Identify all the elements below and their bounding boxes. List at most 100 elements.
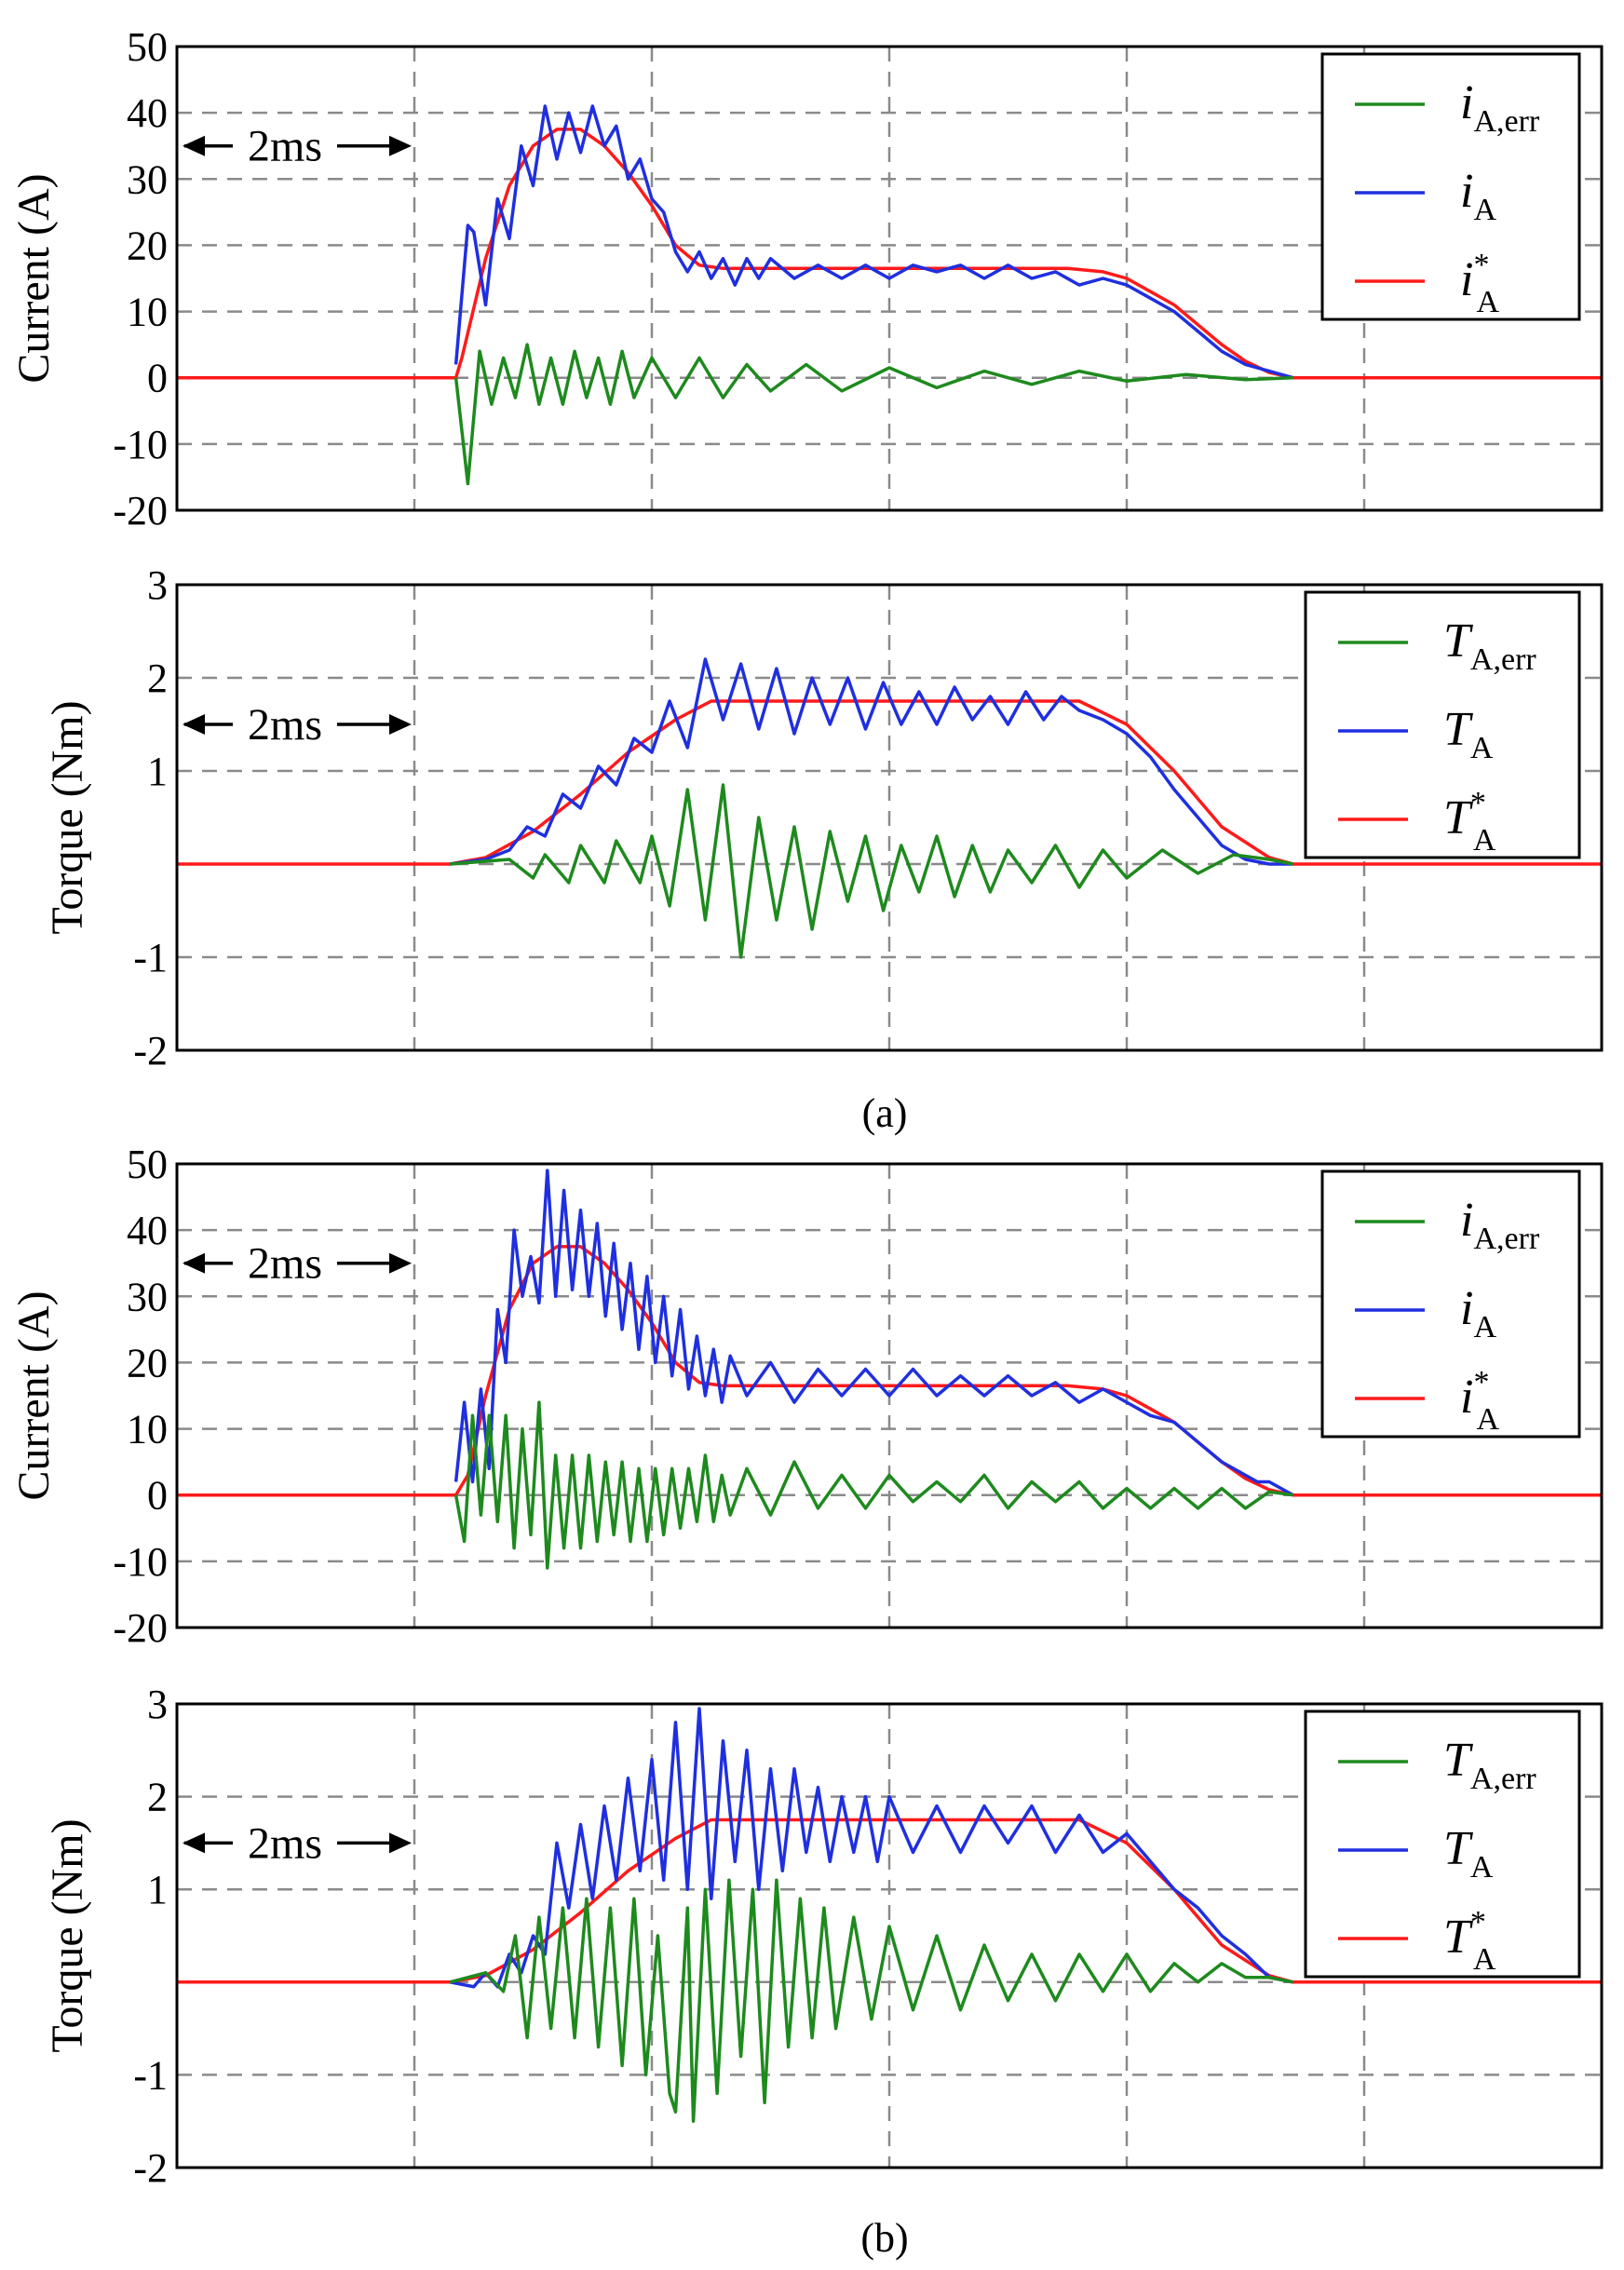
legend-subscript: A: [1470, 731, 1494, 765]
annotation-2ms: 2ms: [183, 696, 412, 750]
legend-symbol: i: [1460, 1282, 1473, 1335]
annotation-label-bg: [233, 117, 337, 172]
legend-subscript: A,err: [1470, 1762, 1536, 1796]
series-line-reference: [177, 128, 1602, 380]
legend-symbol: i: [1460, 165, 1473, 218]
y-tick-label: -2: [133, 2145, 168, 2191]
annotation-label: 2ms: [248, 700, 322, 750]
series-line-measured: [450, 657, 1293, 866]
annotation-label-bg: [233, 1815, 337, 1870]
y-tick-label: 1: [147, 749, 168, 794]
caption-a: (a): [862, 1090, 908, 1136]
y-axis-label: Torque (Nm): [43, 700, 92, 934]
y-tick-label: 30: [127, 156, 168, 202]
legend-symbol: T: [1443, 703, 1473, 756]
arrowhead-left-icon: [183, 714, 205, 735]
y-tick-label: -20: [113, 1605, 168, 1651]
legend-subscript: A: [1476, 1402, 1499, 1437]
plot-frame: [175, 1162, 1604, 1629]
arrowhead-right-icon: [389, 135, 412, 156]
series-line-reference: [177, 699, 1602, 866]
legend-label: TA: [1443, 703, 1494, 765]
legend-box: [1304, 590, 1581, 859]
arrowhead-left-icon: [183, 1832, 205, 1854]
legend-label: T* A: [1443, 786, 1496, 858]
legend-subscript: A: [1473, 1310, 1496, 1344]
y-tick-label: 2: [147, 655, 168, 701]
series-line-error: [453, 343, 1293, 486]
legend-symbol: T: [1443, 1734, 1473, 1787]
y-tick-label: 40: [127, 1208, 168, 1253]
legend-label: iA,err: [1460, 76, 1540, 139]
legend-superscript: *: [1470, 786, 1486, 820]
legend-symbol: i: [1460, 1194, 1473, 1247]
legend-subscript: A: [1473, 1942, 1496, 1977]
legend-subscript: A: [1470, 1850, 1494, 1885]
legend-symbol: i: [1460, 253, 1473, 306]
y-axis-label: Current (A): [9, 1290, 59, 1500]
legend-label: TA,err: [1443, 1734, 1536, 1796]
y-tick-label: -10: [113, 422, 168, 467]
annotation-2ms: 2ms: [183, 1815, 412, 1870]
series-line-reference: [177, 1817, 1602, 1984]
annotation-2ms: 2ms: [183, 1235, 412, 1290]
y-tick-label: 10: [127, 290, 168, 335]
y-tick-label: 3: [147, 1682, 168, 1727]
legend-label: iA,err: [1460, 1194, 1540, 1256]
y-tick-label: -1: [133, 2052, 168, 2098]
annotation-label-bg: [233, 1235, 337, 1290]
series-line-measured: [453, 1169, 1294, 1497]
annotation-label-bg: [233, 696, 337, 750]
y-tick-label: -20: [113, 488, 168, 534]
annotation-label: 2ms: [248, 122, 322, 171]
y-tick-label: 50: [127, 1142, 168, 1187]
legend-label: iA: [1460, 165, 1496, 227]
legend-symbol: T: [1443, 791, 1473, 844]
legend-superscript: *: [1470, 1905, 1486, 1939]
series-line-measured: [449, 1707, 1293, 1989]
legend-box: [1320, 52, 1581, 321]
y-tick-label: 20: [127, 223, 168, 268]
legend-label: TA,err: [1443, 615, 1536, 677]
legend-superscript: *: [1473, 1365, 1489, 1399]
y-tick-label: 0: [147, 356, 168, 401]
annotation-label: 2ms: [248, 1239, 322, 1289]
legend-subscript: A,err: [1470, 642, 1536, 677]
legend-label: T* A: [1443, 1905, 1496, 1977]
legend-label: iA: [1460, 1282, 1496, 1344]
arrowhead-left-icon: [183, 1252, 205, 1274]
legend-symbol: T: [1443, 1911, 1473, 1964]
legend-symbol: T: [1443, 615, 1473, 668]
arrowhead-right-icon: [389, 714, 412, 735]
legend-subscript: A: [1476, 285, 1499, 319]
y-tick-label: 3: [147, 562, 168, 608]
series-line-error: [453, 1400, 1293, 1570]
y-tick-label: 1: [147, 1867, 168, 1912]
arrowhead-left-icon: [183, 135, 205, 156]
arrowhead-right-icon: [389, 1832, 412, 1854]
legend-label: TA: [1443, 1822, 1494, 1885]
legend-superscript: *: [1473, 248, 1489, 282]
legend-label: i* A: [1460, 248, 1499, 319]
caption-b: (b): [860, 2215, 908, 2261]
legend-subscript: A: [1473, 193, 1496, 227]
y-tick-label: -1: [133, 935, 168, 980]
y-tick-label: 2: [147, 1775, 168, 1820]
y-tick-label: 50: [127, 24, 168, 70]
legend-subscript: A: [1473, 823, 1496, 858]
series-line-measured: [453, 104, 1293, 380]
y-tick-label: 30: [127, 1274, 168, 1319]
legend-subscript: A,err: [1473, 1222, 1539, 1256]
plot-frame: [175, 583, 1604, 1052]
series-line-error: [450, 783, 1293, 959]
annotation-label: 2ms: [248, 1818, 322, 1868]
series-line-error: [449, 1878, 1293, 2123]
